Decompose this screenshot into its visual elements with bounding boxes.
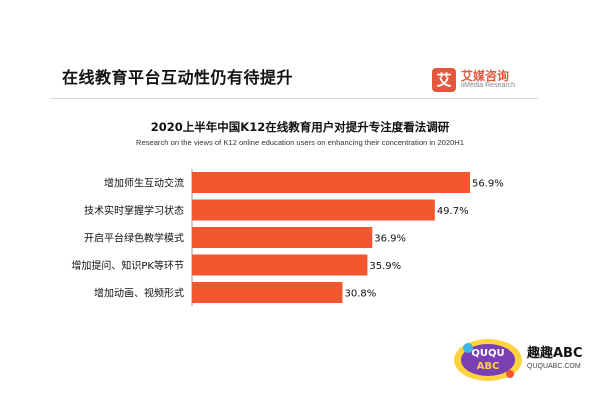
header-divider	[50, 98, 538, 99]
bar-4	[192, 282, 343, 303]
page-headline: 在线教育平台互动性仍有待提升	[62, 68, 294, 87]
value-label-1: 49.7%	[437, 206, 469, 217]
watermark-url: QUQUABC.COM	[527, 363, 581, 370]
bar-2	[192, 227, 373, 248]
value-label-3: 35.9%	[369, 261, 401, 272]
category-label-3: 增加提问、知识PK等环节	[71, 259, 184, 272]
bar-0	[192, 172, 470, 193]
category-label-0: 增加师生互动交流	[104, 177, 184, 190]
category-label-2: 开启平台绿色教学模式	[84, 232, 184, 245]
category-label-1: 技术实时掌握学习状态	[84, 204, 184, 217]
ququabc-watermark: QUQU ABC 趣趣ABC QUQUABC.COM	[452, 336, 592, 384]
bar-1	[192, 199, 435, 221]
ququabc-badge-logo: QUQU ABC	[454, 339, 522, 381]
svg-text:QUQU: QUQU	[471, 348, 504, 359]
chart-title: 2020上半年中国K12在线教育用户对提升专注度看法调研	[150, 120, 450, 134]
watermark-name: 趣趣ABC	[527, 346, 583, 361]
brand-logo: 艾 艾媒咨询 iiMedia Research	[432, 68, 542, 94]
chart-subtitle: Research on the views of K12 online educ…	[135, 138, 464, 147]
logo-mark-icon: 艾	[432, 68, 456, 92]
logo-name: 艾媒咨询	[461, 69, 510, 83]
bar-3	[192, 254, 368, 276]
category-label-4: 增加动画、视频形式	[94, 287, 184, 300]
svg-text:ABC: ABC	[477, 361, 500, 372]
value-label-4: 30.8%	[344, 289, 376, 300]
value-label-2: 36.9%	[374, 234, 406, 245]
logo-subtitle: iiMedia Research	[461, 82, 516, 89]
value-label-0: 56.9%	[472, 179, 504, 190]
